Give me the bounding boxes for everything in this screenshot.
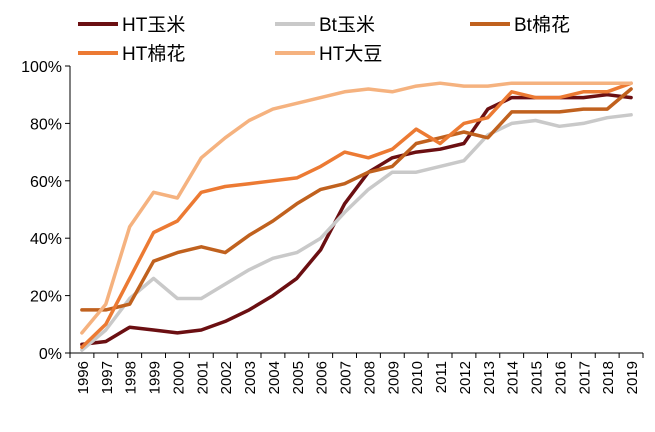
series-line-4 — [80, 81, 633, 335]
series-line-3 — [80, 81, 633, 350]
x-tick-label: 1998 — [123, 361, 140, 394]
x-tick-label: 1999 — [147, 361, 164, 394]
x-tick-label: 2007 — [338, 361, 355, 394]
x-tick-label: 2006 — [314, 361, 331, 394]
y-tick-label: 20% — [30, 289, 62, 306]
legend-label: Bt棉花 — [514, 14, 570, 36]
legend-item: Bt玉米 — [275, 14, 375, 36]
x-tick-label: 2010 — [409, 361, 426, 394]
series-line-0 — [80, 92, 633, 347]
legend-item: HT棉花 — [78, 43, 185, 65]
series-line-1 — [80, 113, 633, 352]
x-tick-label: 2011 — [433, 361, 450, 393]
x-tick-label: 2000 — [170, 361, 187, 394]
legend-label: HT大豆 — [319, 43, 382, 65]
x-tick-label: 2019 — [624, 361, 641, 394]
y-tick-label: 60% — [30, 174, 62, 191]
legend-label: Bt玉米 — [319, 14, 375, 36]
x-tick-label: 2018 — [600, 361, 617, 394]
x-tick-label: 2014 — [505, 361, 522, 394]
x-tick-label: 2016 — [552, 361, 569, 394]
x-tick-label: 2017 — [576, 361, 593, 394]
legend-label: HT棉花 — [122, 43, 185, 65]
y-tick-label: 100% — [21, 59, 62, 76]
x-tick-label: 2009 — [385, 361, 402, 394]
x-tick-label: 2008 — [361, 361, 378, 394]
y-axis-ticks: 0% 20% 40% 60% 80% 100% — [21, 59, 70, 363]
x-tick-label: 2003 — [242, 361, 259, 394]
legend-label: HT玉米 — [122, 14, 185, 36]
y-tick-label: 40% — [30, 231, 62, 248]
x-tick-label: 2002 — [218, 361, 235, 394]
x-tick-label: 2005 — [290, 361, 307, 394]
x-axis-ticks: 1996 1997 1998 1999 2000 2001 2002 2003 2004 2005… — [69, 353, 644, 394]
y-tick-label: 80% — [30, 116, 62, 133]
x-tick-label: 2012 — [457, 361, 474, 394]
series-line-2 — [80, 87, 633, 312]
series-lines — [80, 81, 633, 352]
legend-item: HT玉米 — [78, 14, 185, 36]
x-tick-label: 2015 — [529, 361, 546, 394]
y-tick-label: 0% — [39, 346, 62, 363]
legend: HT玉米 Bt玉米 Bt棉花 HT棉花 HT大豆 — [78, 14, 570, 65]
x-tick-label: 2001 — [194, 361, 211, 394]
x-tick-label: 2013 — [481, 361, 498, 394]
legend-item: Bt棉花 — [470, 14, 570, 36]
x-tick-label: 1997 — [99, 361, 116, 394]
x-tick-label: 2004 — [266, 361, 283, 394]
x-tick-label: 1996 — [75, 361, 92, 394]
legend-item: HT大豆 — [275, 43, 382, 65]
